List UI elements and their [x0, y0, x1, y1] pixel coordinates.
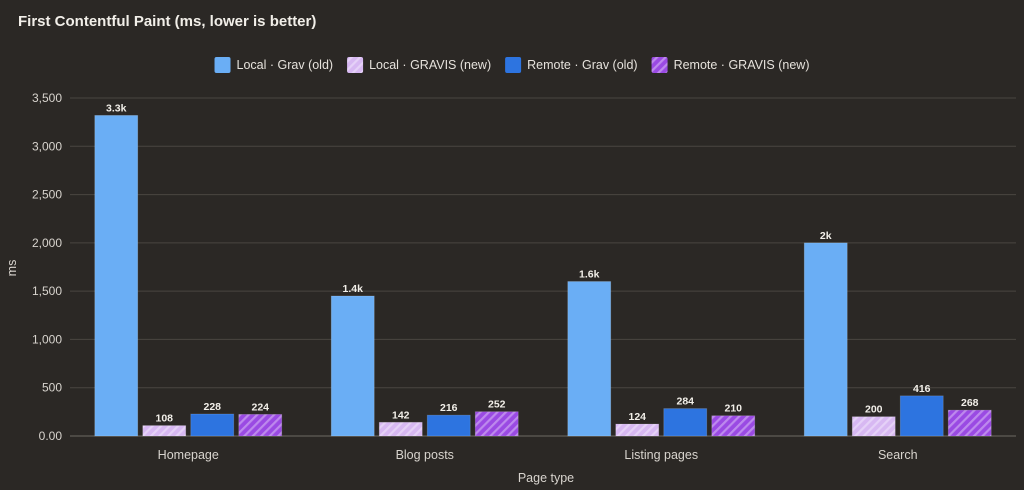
y-tick-label: 2,500 [32, 188, 62, 202]
data-label: 284 [676, 396, 694, 408]
legend-item[interactable]: Local · Grav (old) [214, 57, 334, 73]
data-label: 228 [203, 401, 221, 413]
legend-swatch [651, 57, 668, 73]
y-tick-label: 2,000 [32, 236, 62, 250]
data-label: 224 [251, 401, 269, 413]
label-layer: 3.3k 108 228 224 Homepage 1.4k 142 216 252 Blog p… [106, 102, 979, 462]
bar[interactable] [94, 114, 139, 437]
data-label: 108 [155, 413, 173, 425]
x-tick-label: Homepage [158, 448, 219, 462]
data-label: 124 [628, 411, 646, 423]
data-label: 216 [440, 402, 458, 414]
chart-title: First Contentful Paint (ms, lower is bet… [18, 13, 317, 30]
data-label: 252 [488, 399, 506, 411]
bar[interactable] [567, 281, 612, 437]
y-tick-label: 3,500 [32, 91, 62, 105]
x-tick-label: Listing pages [624, 448, 698, 462]
y-tick-label: 500 [42, 381, 62, 395]
bar[interactable] [711, 415, 756, 437]
legend-swatch [347, 57, 364, 73]
data-label: 1.4k [343, 283, 364, 295]
bar[interactable] [851, 416, 896, 437]
data-label: 2k [820, 230, 832, 242]
bar[interactable] [899, 395, 944, 437]
y-tick-label: 1,000 [32, 332, 62, 346]
bar[interactable] [190, 413, 235, 437]
x-tick-label: Blog posts [396, 448, 454, 462]
bar[interactable] [615, 423, 660, 437]
x-axis-title: Page type [518, 471, 574, 485]
bar[interactable] [474, 411, 519, 437]
legend-item[interactable]: Remote · Grav (old) [505, 57, 638, 73]
data-label: 268 [961, 397, 979, 409]
y-tick-label: 1,500 [32, 284, 62, 298]
y-tick-label: 0.00 [39, 429, 63, 443]
y-axis-title: ms [5, 260, 19, 277]
x-tick-label: Search [878, 448, 918, 462]
data-label: 200 [865, 404, 883, 416]
bar[interactable] [663, 408, 708, 437]
legend-label: Local · Grav (old) [237, 58, 334, 72]
legend-label: Remote · GRAVIS (new) [674, 58, 810, 72]
grid-layer: 0.00 500 1,000 1,500 2,000 2,500 3,000 3,500 [32, 91, 1016, 443]
legend-item[interactable]: Remote · GRAVIS (new) [651, 57, 810, 73]
y-tick-label: 3,000 [32, 139, 62, 153]
bar[interactable] [238, 413, 283, 437]
data-label: 3.3k [106, 102, 127, 114]
data-label: 210 [724, 403, 742, 415]
legend: Local · Grav (old) Local · GRAVIS (new) Re… [214, 57, 810, 73]
data-label: 142 [392, 409, 410, 421]
bar[interactable] [947, 409, 992, 437]
bar[interactable] [426, 414, 471, 437]
data-label: 1.6k [579, 268, 600, 280]
legend-item[interactable]: Local · GRAVIS (new) [347, 57, 491, 73]
bar-layer [94, 114, 992, 437]
bar[interactable] [330, 295, 375, 437]
data-label: 416 [913, 383, 931, 395]
legend-label: Local · GRAVIS (new) [369, 58, 491, 72]
bar[interactable] [142, 425, 187, 437]
bar[interactable] [378, 421, 423, 437]
bar[interactable] [803, 242, 848, 437]
legend-swatch [214, 57, 231, 73]
legend-swatch [505, 57, 522, 73]
legend-label: Remote · Grav (old) [527, 58, 637, 72]
